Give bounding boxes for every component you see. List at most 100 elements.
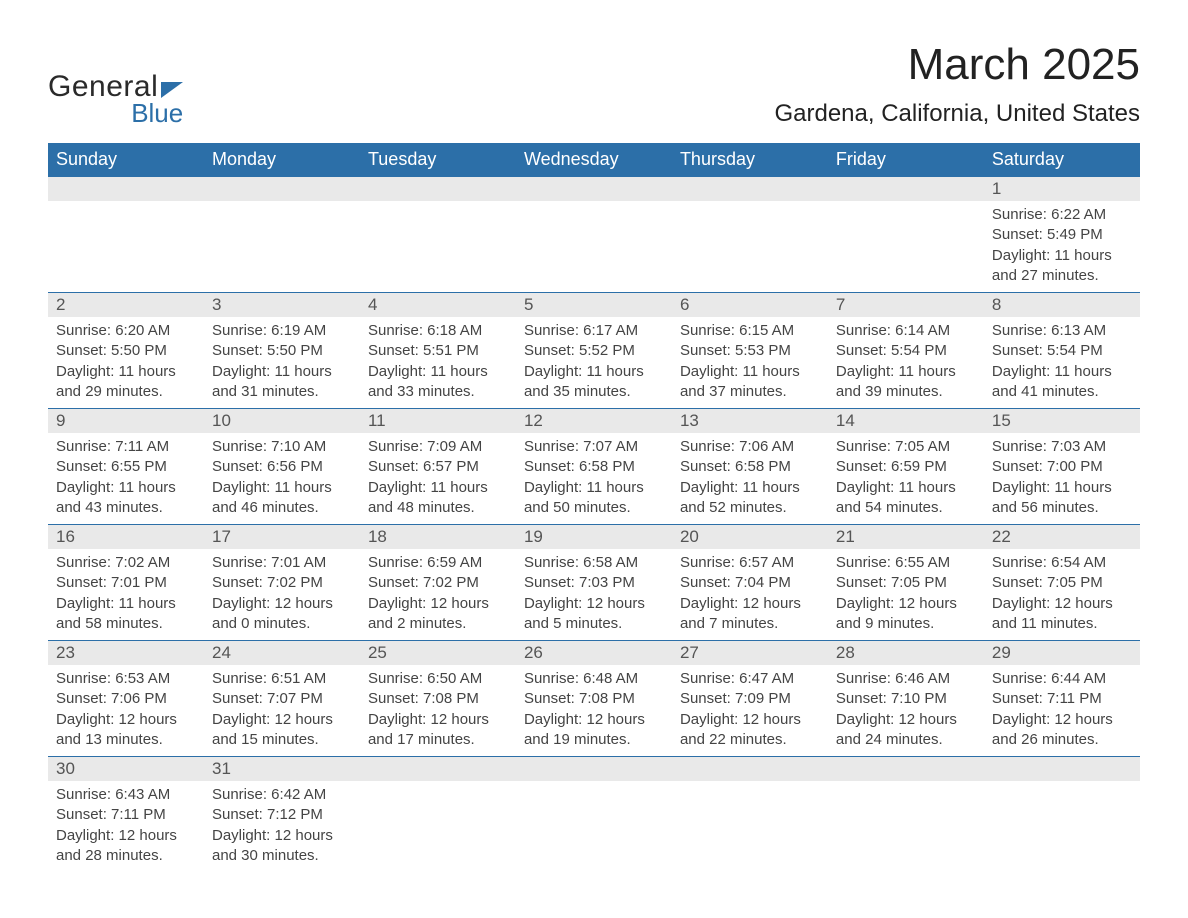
day-day1: Daylight: 12 hours [524,594,664,614]
day-header: Monday [204,143,360,177]
day-sunrise: Sunrise: 7:02 AM [56,553,196,573]
day-day1: Daylight: 12 hours [368,710,508,730]
day-cell: Sunrise: 6:17 AMSunset: 5:52 PMDaylight:… [516,317,672,409]
day-sunset: Sunset: 6:58 PM [524,457,664,477]
day-body-row: Sunrise: 7:11 AMSunset: 6:55 PMDaylight:… [48,433,1140,525]
day-cell: Sunrise: 6:57 AMSunset: 7:04 PMDaylight:… [672,549,828,641]
day-sunrise: Sunrise: 6:57 AM [680,553,820,573]
day-cell: Sunrise: 6:22 AMSunset: 5:49 PMDaylight:… [984,201,1140,293]
day-sunrise: Sunrise: 6:46 AM [836,669,976,689]
day-day2: and 35 minutes. [524,382,664,402]
day-day2: and 0 minutes. [212,614,352,634]
day-sunset: Sunset: 7:05 PM [992,573,1132,593]
day-day2: and 58 minutes. [56,614,196,634]
day-sunset: Sunset: 7:06 PM [56,689,196,709]
day-day1: Daylight: 12 hours [836,594,976,614]
day-day2: and 11 minutes. [992,614,1132,634]
day-number: 3 [204,293,360,318]
day-number: 17 [204,525,360,550]
day-day2: and 29 minutes. [56,382,196,402]
day-cell [360,781,516,872]
day-cell [204,201,360,293]
day-day2: and 17 minutes. [368,730,508,750]
day-day1: Daylight: 11 hours [524,478,664,498]
title-block: March 2025 Gardena, California, United S… [774,40,1140,128]
day-sunset: Sunset: 6:58 PM [680,457,820,477]
day-day1: Daylight: 11 hours [212,362,352,382]
day-cell: Sunrise: 6:54 AMSunset: 7:05 PMDaylight:… [984,549,1140,641]
day-day2: and 5 minutes. [524,614,664,634]
day-number: 2 [48,293,204,318]
day-cell: Sunrise: 6:46 AMSunset: 7:10 PMDaylight:… [828,665,984,757]
day-day2: and 46 minutes. [212,498,352,518]
day-day1: Daylight: 12 hours [680,594,820,614]
day-number: 6 [672,293,828,318]
day-cell: Sunrise: 7:07 AMSunset: 6:58 PMDaylight:… [516,433,672,525]
day-day2: and 15 minutes. [212,730,352,750]
day-cell: Sunrise: 6:42 AMSunset: 7:12 PMDaylight:… [204,781,360,872]
day-sunrise: Sunrise: 7:05 AM [836,437,976,457]
day-sunset: Sunset: 7:05 PM [836,573,976,593]
day-day1: Daylight: 12 hours [680,710,820,730]
day-number: 18 [360,525,516,550]
day-cell: Sunrise: 6:48 AMSunset: 7:08 PMDaylight:… [516,665,672,757]
day-day2: and 24 minutes. [836,730,976,750]
day-cell [984,781,1140,872]
day-num-row: 3031 [48,757,1140,782]
day-num-row: 1 [48,177,1140,202]
day-sunset: Sunset: 5:51 PM [368,341,508,361]
day-number [672,757,828,782]
day-cell: Sunrise: 6:15 AMSunset: 5:53 PMDaylight:… [672,317,828,409]
day-number: 31 [204,757,360,782]
day-body-row: Sunrise: 7:02 AMSunset: 7:01 PMDaylight:… [48,549,1140,641]
day-number: 10 [204,409,360,434]
day-day2: and 48 minutes. [368,498,508,518]
day-sunrise: Sunrise: 6:20 AM [56,321,196,341]
day-day2: and 9 minutes. [836,614,976,634]
day-sunrise: Sunrise: 7:07 AM [524,437,664,457]
day-sunset: Sunset: 5:54 PM [992,341,1132,361]
day-sunset: Sunset: 6:59 PM [836,457,976,477]
day-cell: Sunrise: 6:14 AMSunset: 5:54 PMDaylight:… [828,317,984,409]
day-day1: Daylight: 12 hours [56,710,196,730]
day-header: Saturday [984,143,1140,177]
day-number: 21 [828,525,984,550]
day-day2: and 2 minutes. [368,614,508,634]
day-body-row: Sunrise: 6:43 AMSunset: 7:11 PMDaylight:… [48,781,1140,872]
day-cell: Sunrise: 6:13 AMSunset: 5:54 PMDaylight:… [984,317,1140,409]
day-sunset: Sunset: 6:57 PM [368,457,508,477]
day-day2: and 56 minutes. [992,498,1132,518]
day-sunset: Sunset: 5:54 PM [836,341,976,361]
day-day1: Daylight: 12 hours [368,594,508,614]
day-cell: Sunrise: 6:43 AMSunset: 7:11 PMDaylight:… [48,781,204,872]
day-cell: Sunrise: 7:05 AMSunset: 6:59 PMDaylight:… [828,433,984,525]
day-num-row: 23242526272829 [48,641,1140,666]
day-sunset: Sunset: 7:00 PM [992,457,1132,477]
day-day2: and 28 minutes. [56,846,196,866]
day-sunset: Sunset: 5:50 PM [56,341,196,361]
day-cell [360,201,516,293]
day-number: 28 [828,641,984,666]
day-day1: Daylight: 11 hours [212,478,352,498]
day-number [48,177,204,202]
day-number [360,757,516,782]
page-title: March 2025 [774,40,1140,90]
day-number [984,757,1140,782]
day-day1: Daylight: 12 hours [992,594,1132,614]
day-sunset: Sunset: 5:50 PM [212,341,352,361]
day-header: Wednesday [516,143,672,177]
day-cell [516,781,672,872]
day-sunrise: Sunrise: 7:06 AM [680,437,820,457]
day-number [672,177,828,202]
day-number [516,757,672,782]
day-day1: Daylight: 11 hours [836,362,976,382]
day-sunset: Sunset: 7:11 PM [992,689,1132,709]
day-cell: Sunrise: 6:18 AMSunset: 5:51 PMDaylight:… [360,317,516,409]
day-header: Thursday [672,143,828,177]
day-day2: and 30 minutes. [212,846,352,866]
day-day1: Daylight: 12 hours [524,710,664,730]
day-sunrise: Sunrise: 7:09 AM [368,437,508,457]
day-number: 5 [516,293,672,318]
day-sunset: Sunset: 5:52 PM [524,341,664,361]
day-day1: Daylight: 11 hours [368,362,508,382]
